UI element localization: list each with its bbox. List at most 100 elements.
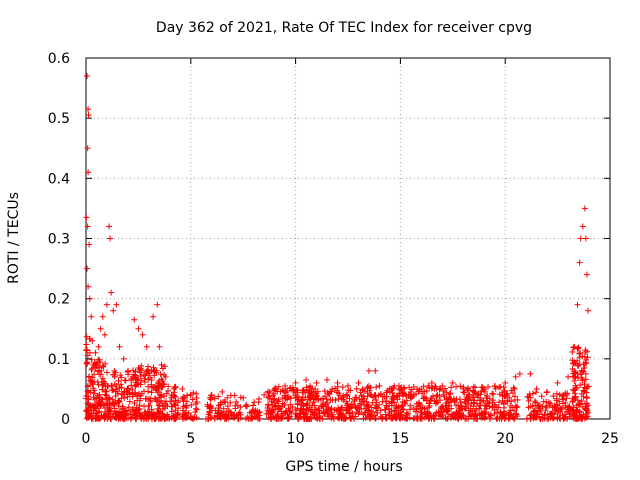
data-point [102, 388, 109, 395]
data-point [448, 405, 455, 412]
data-point [152, 415, 159, 422]
data-point [580, 387, 587, 394]
data-point [171, 415, 178, 422]
data-point [572, 394, 579, 401]
data-point [108, 383, 115, 390]
data-point [113, 301, 120, 308]
data-point [514, 396, 521, 403]
data-point [336, 392, 343, 399]
data-point [85, 169, 92, 176]
data-point [141, 375, 148, 382]
data-point [399, 389, 406, 396]
data-point [125, 404, 132, 411]
data-point [553, 390, 560, 397]
data-point [108, 289, 115, 296]
data-point [303, 405, 310, 412]
data-point [126, 398, 133, 405]
data-point [121, 412, 128, 419]
data-point [576, 401, 583, 408]
data-point [93, 363, 100, 370]
data-point [242, 415, 249, 422]
data-point [558, 405, 565, 412]
x-tick-label: 10 [287, 431, 305, 447]
data-point [269, 402, 276, 409]
data-point [94, 414, 101, 421]
data-point [85, 112, 92, 119]
data-point [223, 408, 230, 415]
data-point [278, 408, 285, 415]
data-point [575, 344, 582, 351]
data-point [463, 403, 470, 410]
data-point [118, 381, 125, 388]
data-point [562, 402, 569, 409]
data-point [233, 398, 240, 405]
data-point [407, 406, 414, 413]
data-point [147, 395, 154, 402]
data-point [285, 405, 292, 412]
data-point [358, 396, 365, 403]
data-point [553, 405, 560, 412]
data-point [148, 415, 155, 422]
data-point [307, 382, 314, 389]
data-point [448, 384, 455, 391]
data-point [368, 404, 375, 411]
data-point [215, 407, 222, 414]
data-point [393, 393, 400, 400]
data-point [283, 408, 290, 415]
data-point [179, 413, 186, 420]
data-point [461, 389, 468, 396]
data-point [578, 374, 585, 381]
data-point [274, 388, 281, 395]
data-point [378, 391, 385, 398]
data-point [582, 349, 589, 356]
data-point [282, 388, 289, 395]
data-point [148, 367, 155, 374]
data-point [118, 409, 125, 416]
data-point [159, 381, 166, 388]
data-point [132, 415, 139, 422]
data-point [295, 393, 302, 400]
data-point [137, 381, 144, 388]
data-point [388, 415, 395, 422]
data-point [172, 384, 179, 391]
data-point [494, 414, 501, 421]
data-point [457, 399, 464, 406]
data-point [142, 395, 149, 402]
data-point [579, 223, 586, 230]
data-point [577, 235, 584, 242]
data-point [433, 392, 440, 399]
data-point [484, 403, 491, 410]
data-point [84, 265, 91, 272]
data-point [324, 376, 331, 383]
data-point [119, 405, 126, 412]
data-point [427, 412, 434, 419]
data-point [379, 415, 386, 422]
data-point [84, 346, 91, 353]
data-point [360, 393, 367, 400]
data-point [243, 401, 250, 408]
data-point [248, 415, 255, 422]
data-point [237, 404, 244, 411]
data-point [99, 313, 106, 320]
data-point [206, 394, 213, 401]
data-point [545, 399, 552, 406]
data-point [582, 370, 589, 377]
data-point [153, 414, 160, 421]
data-point [92, 349, 99, 356]
data-point [347, 415, 354, 422]
data-point [298, 397, 305, 404]
data-point [373, 396, 380, 403]
data-point [149, 384, 156, 391]
data-point [154, 301, 161, 308]
data-point [161, 371, 168, 378]
data-point [139, 331, 146, 338]
data-point [439, 405, 446, 412]
data-point [244, 403, 251, 410]
data-point [141, 379, 148, 386]
data-point [318, 403, 325, 410]
data-point [119, 391, 126, 398]
data-point [179, 385, 186, 392]
data-point [343, 391, 350, 398]
data-point [550, 393, 557, 400]
data-point [487, 412, 494, 419]
